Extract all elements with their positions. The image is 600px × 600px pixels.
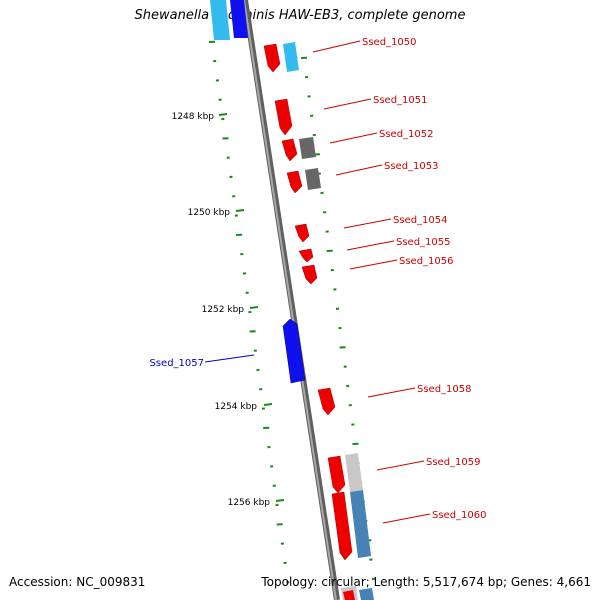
- gene-Ssed_1053[interactable]: Ssed_1053: [286, 161, 439, 194]
- gene-Ssed_1054[interactable]: Ssed_1054: [294, 215, 448, 243]
- scale-label-1252: 1252 kbp: [202, 305, 245, 315]
- scale-label-1250: 1250 kbp: [188, 208, 231, 218]
- left-tick-column: [208, 40, 290, 584]
- gene-Ssed_1057[interactable]: Ssed_1057: [149, 318, 306, 384]
- label-line-ssed-1059: [376, 460, 425, 471]
- gene-label-ssed-1059: Ssed_1059: [426, 457, 481, 468]
- label-line-ssed-1051: [323, 98, 372, 110]
- scale-tick-1248: [218, 113, 228, 116]
- feature-gray-1052: [299, 137, 316, 159]
- feature-lightgray-1059: [345, 453, 363, 492]
- feature-cyan-top: [210, 0, 230, 40]
- gene-label-ssed-1053: Ssed_1053: [384, 161, 439, 172]
- gene-arrow-ssed-1051: [274, 98, 293, 136]
- label-line-ssed-1058: [367, 387, 416, 398]
- gene-Ssed_1051[interactable]: Ssed_1051: [274, 95, 428, 136]
- label-line-ssed-1050: [312, 40, 361, 53]
- label-line-ssed-1060: [382, 513, 431, 524]
- gene-label-ssed-1051: Ssed_1051: [373, 95, 428, 106]
- feature-gray-1053: [305, 168, 321, 190]
- feature-red-bottom: [343, 590, 355, 600]
- gene-label-ssed-1057: Ssed_1057: [149, 358, 204, 369]
- gene-Ssed_1058[interactable]: Ssed_1058: [317, 384, 472, 416]
- label-line-ssed-1057: [204, 354, 255, 363]
- gene-arrow-ssed-1055: [298, 248, 314, 263]
- feature-steelblue-1060: [350, 490, 371, 558]
- gene-label-ssed-1058: Ssed_1058: [417, 384, 472, 395]
- scale-tick-1250: [235, 209, 245, 212]
- feature-cyan-1050: [283, 42, 299, 72]
- gene-Ssed_1060[interactable]: Ssed_1060: [331, 490, 487, 561]
- gene-Ssed_1055[interactable]: Ssed_1055: [298, 237, 451, 263]
- gene-label-ssed-1056: Ssed_1056: [399, 256, 454, 267]
- label-line-ssed-1056: [349, 259, 398, 270]
- scale-tick-1252: [249, 306, 259, 309]
- scale-label-1254: 1254 kbp: [215, 402, 258, 412]
- gene-arrow-ssed-1050: [263, 43, 281, 73]
- gene-arrow-ssed-1053: [286, 170, 303, 194]
- scale-label-1256: 1256 kbp: [228, 498, 271, 508]
- accession-text: Accession: NC_009831: [9, 575, 146, 589]
- label-line-ssed-1055: [346, 240, 395, 251]
- gene-label-ssed-1060: Ssed_1060: [432, 510, 487, 521]
- gene-label-ssed-1055: Ssed_1055: [396, 237, 451, 248]
- gene-label-ssed-1054: Ssed_1054: [393, 215, 448, 226]
- gene-arrow-ssed-1054: [294, 223, 310, 243]
- feature-steelblue-bottom: [359, 588, 374, 600]
- genome-summary-text: Topology: circular; Length: 5,517,674 bp…: [261, 575, 591, 589]
- gene-arrow-ssed-1060: [331, 491, 353, 561]
- scale-label-1248: 1248 kbp: [172, 112, 215, 122]
- gene-arrow-ssed-1057: [282, 318, 306, 384]
- bottom-features: [341, 586, 374, 600]
- backbone: [242, 0, 340, 600]
- gene-arrow-ssed-1059: [327, 455, 346, 494]
- scale-tick-1254: [263, 403, 273, 406]
- gene-Ssed_1056[interactable]: Ssed_1056: [301, 256, 454, 285]
- gene-Ssed_1059[interactable]: Ssed_1059: [327, 453, 481, 494]
- gene-Ssed_1052[interactable]: Ssed_1052: [281, 129, 434, 162]
- top-features: [210, 0, 248, 40]
- gene-arrow-ssed-1056: [301, 264, 318, 285]
- gene-label-ssed-1052: Ssed_1052: [379, 129, 434, 140]
- label-line-ssed-1053: [335, 164, 383, 176]
- scale-markers: 1248 kbp 1250 kbp 1252 kbp 1254 kbp 1256…: [172, 112, 285, 508]
- gene-arrow-ssed-1052: [281, 138, 298, 162]
- feature-blue-top: [230, 0, 248, 38]
- label-line-ssed-1054: [343, 218, 392, 229]
- gene-label-ssed-1050: Ssed_1050: [362, 37, 417, 48]
- label-line-ssed-1052: [329, 132, 378, 144]
- scale-tick-1256: [275, 499, 285, 502]
- gene-Ssed_1050[interactable]: Ssed_1050: [263, 37, 417, 73]
- gene-arrow-ssed-1058: [317, 387, 336, 416]
